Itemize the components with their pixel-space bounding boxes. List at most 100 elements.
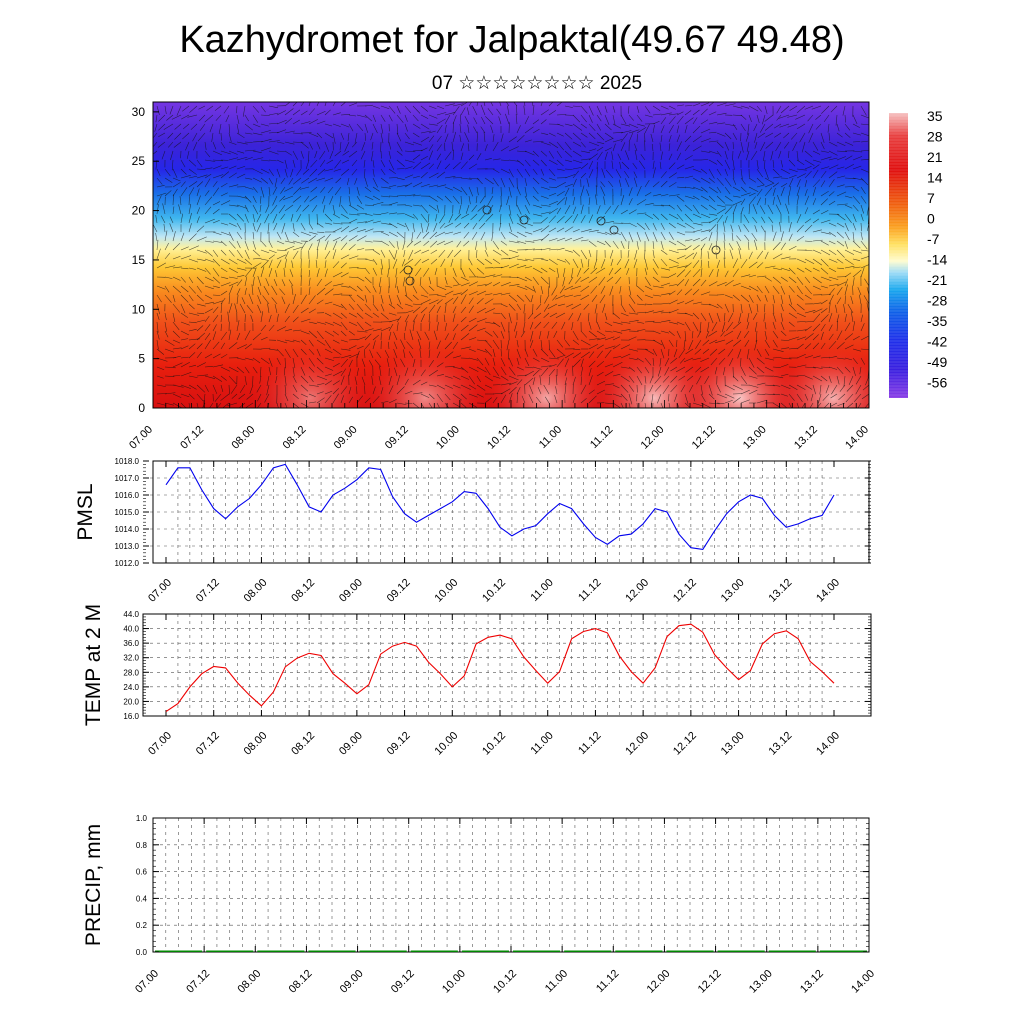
wind-vector xyxy=(652,105,661,111)
wind-vector xyxy=(580,150,590,154)
wind-vector xyxy=(476,357,484,366)
wind-vector xyxy=(529,339,534,348)
wind-vector xyxy=(468,291,478,296)
wind-vector xyxy=(341,168,350,176)
wind-vector xyxy=(628,336,637,341)
wind-vector xyxy=(335,177,342,184)
wind-vector xyxy=(857,287,862,296)
wind-vector xyxy=(596,123,602,131)
wind-vector xyxy=(452,103,464,107)
wind-vector xyxy=(228,240,236,249)
wind-vector xyxy=(660,180,668,188)
wind-vector xyxy=(316,397,325,404)
wind-vector xyxy=(748,114,752,122)
wind-vector xyxy=(644,357,652,366)
wind-vector xyxy=(756,188,763,197)
wind-vector xyxy=(628,294,636,304)
wind-vector xyxy=(754,225,758,233)
wind-vector xyxy=(180,321,190,326)
wind-vector xyxy=(228,123,230,134)
wind-vector xyxy=(396,159,405,167)
wind-vector xyxy=(278,204,286,214)
wind-vector xyxy=(715,251,718,260)
wind-vector xyxy=(275,270,278,278)
wind-vector xyxy=(684,186,695,189)
wind-vector xyxy=(820,219,831,224)
x-tick-label: 08.12 xyxy=(287,968,315,996)
wind-vector xyxy=(396,294,402,305)
wind-vector xyxy=(281,222,286,234)
wind-vector xyxy=(748,375,758,379)
wind-vector xyxy=(636,303,646,306)
wind-vector xyxy=(652,181,660,188)
wind-vector xyxy=(809,402,814,408)
wind-vector xyxy=(845,393,854,403)
wind-vector xyxy=(548,276,550,288)
wind-vector xyxy=(348,114,357,117)
wind-vector xyxy=(692,125,701,134)
wind-vector xyxy=(252,262,262,269)
wind-vector xyxy=(364,258,374,262)
wind-vector xyxy=(780,105,790,114)
wind-vector xyxy=(340,213,349,219)
wind-vector xyxy=(484,177,494,185)
x-tick-label: 09.00 xyxy=(332,424,360,452)
wind-vector xyxy=(708,312,714,324)
wind-vector xyxy=(339,195,342,207)
wind-vector xyxy=(356,114,367,118)
wind-vector xyxy=(668,284,678,287)
wind-vector xyxy=(252,141,263,143)
wind-vector xyxy=(272,213,278,224)
wind-vector xyxy=(476,258,485,266)
wind-vector xyxy=(204,324,211,332)
wind-vector xyxy=(388,150,391,159)
wind-vector xyxy=(480,126,486,134)
wind-vector xyxy=(780,373,789,377)
wind-vector xyxy=(188,245,200,251)
wind-vector xyxy=(340,368,347,377)
wind-vector xyxy=(460,384,471,390)
wind-vector xyxy=(340,303,347,311)
x-tick-label: 09.00 xyxy=(337,730,365,758)
precip-bar xyxy=(257,950,305,952)
wind-vector xyxy=(268,112,279,116)
wind-vector xyxy=(844,366,851,373)
wind-vector xyxy=(836,141,846,147)
wind-vector xyxy=(737,348,742,359)
wind-vector xyxy=(260,260,269,269)
wind-vector xyxy=(530,321,534,330)
wind-vector xyxy=(428,299,439,305)
wind-vector xyxy=(364,219,374,224)
wind-vector xyxy=(788,222,792,233)
wind-vector xyxy=(444,151,452,161)
wind-vector xyxy=(708,121,718,125)
wind-vector xyxy=(204,276,214,282)
wind-vector xyxy=(812,186,816,197)
wind-vector xyxy=(284,108,294,116)
wind-vector xyxy=(780,183,788,188)
wind-vector xyxy=(508,168,514,178)
wind-vector xyxy=(281,279,286,287)
x-tick-label: 12.00 xyxy=(645,968,673,996)
wind-vector xyxy=(236,240,241,249)
wind-vector xyxy=(361,358,366,368)
wind-vector xyxy=(860,213,864,221)
wind-vector xyxy=(244,357,254,361)
wind-vector xyxy=(700,204,708,210)
wind-vector xyxy=(180,384,191,389)
wind-vector xyxy=(436,118,446,125)
wind-vector xyxy=(796,267,805,273)
wind-vector xyxy=(388,303,396,309)
wind-vector xyxy=(628,105,630,114)
wind-vector xyxy=(340,272,349,278)
wind-vector xyxy=(828,164,839,170)
wind-vector xyxy=(788,168,798,173)
wind-vector xyxy=(516,213,523,222)
wind-vector xyxy=(372,168,375,177)
wind-vector xyxy=(204,173,212,179)
wind-vector xyxy=(737,150,742,159)
wind-vector xyxy=(228,258,238,265)
wind-vector xyxy=(396,105,401,114)
wind-vector xyxy=(204,141,207,150)
wind-vector xyxy=(788,245,797,251)
